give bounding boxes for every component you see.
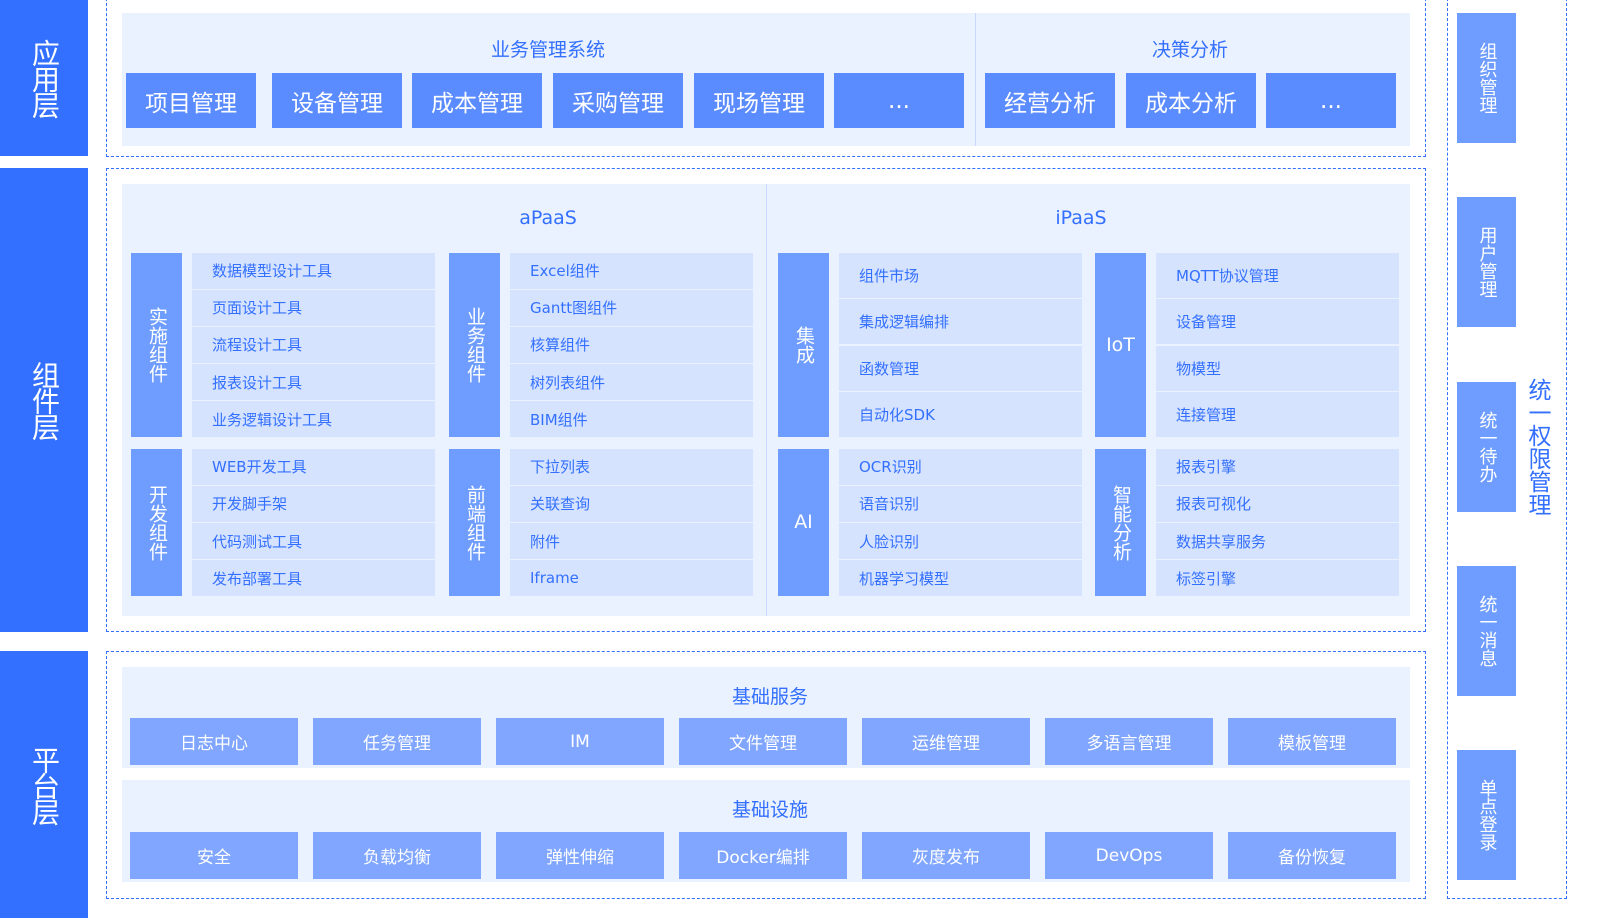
- layer-label-component: 组件层: [0, 168, 88, 632]
- infra-button[interactable]: 安全: [130, 832, 298, 879]
- app-button[interactable]: 经营分析: [985, 73, 1115, 128]
- component-item[interactable]: 核算组件: [510, 327, 753, 363]
- divider: [975, 13, 976, 146]
- group-label: AI: [778, 449, 829, 596]
- component-item[interactable]: 下拉列表: [510, 449, 753, 485]
- service-button[interactable]: IM: [496, 718, 664, 765]
- side-button[interactable]: 统一待办: [1457, 382, 1516, 512]
- group-label: 开发组件: [131, 449, 182, 596]
- services-title: 基础服务: [731, 686, 809, 708]
- group-label: 业务组件: [449, 253, 500, 437]
- layer-label-app: 应用层: [0, 0, 88, 156]
- component-item[interactable]: 组件市场: [839, 253, 1082, 298]
- component-item[interactable]: WEB开发工具: [192, 449, 435, 485]
- side-button[interactable]: 用户管理: [1457, 197, 1516, 327]
- component-item[interactable]: OCR识别: [839, 449, 1082, 485]
- decision-title: 决策分析: [1151, 39, 1229, 61]
- infra-button[interactable]: 备份恢复: [1228, 832, 1396, 879]
- component-item[interactable]: 树列表组件: [510, 364, 753, 400]
- component-item[interactable]: 物模型: [1156, 345, 1399, 391]
- component-item[interactable]: 业务逻辑设计工具: [192, 401, 435, 437]
- app-layer-frame: [106, 0, 1426, 157]
- component-item[interactable]: 附件: [510, 523, 753, 559]
- infra-button[interactable]: 负载均衡: [313, 832, 481, 879]
- component-item[interactable]: 页面设计工具: [192, 290, 435, 326]
- app-button[interactable]: ...: [1266, 73, 1396, 128]
- service-button[interactable]: 日志中心: [130, 718, 298, 765]
- component-item[interactable]: MQTT协议管理: [1156, 253, 1399, 298]
- service-button[interactable]: 文件管理: [679, 718, 847, 765]
- side-button[interactable]: 统一消息: [1457, 566, 1516, 696]
- app-button[interactable]: 采购管理: [553, 73, 683, 128]
- component-item[interactable]: 关联查询: [510, 486, 753, 522]
- component-item[interactable]: 标签引擎: [1156, 560, 1399, 596]
- service-button[interactable]: 任务管理: [313, 718, 481, 765]
- component-item[interactable]: 自动化SDK: [839, 392, 1082, 437]
- app-button[interactable]: 现场管理: [694, 73, 824, 128]
- component-item[interactable]: Gantt图组件: [510, 290, 753, 326]
- component-item[interactable]: 代码测试工具: [192, 523, 435, 559]
- app-button[interactable]: ...: [834, 73, 964, 128]
- component-item[interactable]: 集成逻辑编排: [839, 299, 1082, 345]
- group-label: 实施组件: [131, 253, 182, 437]
- service-button[interactable]: 多语言管理: [1045, 718, 1213, 765]
- component-item[interactable]: 人脸识别: [839, 523, 1082, 559]
- component-item[interactable]: Iframe: [510, 560, 753, 596]
- infra-button[interactable]: 弹性伸缩: [496, 832, 664, 879]
- business-title: 业务管理系统: [490, 39, 606, 61]
- component-item[interactable]: 开发脚手架: [192, 486, 435, 522]
- component-item[interactable]: 报表可视化: [1156, 486, 1399, 522]
- component-item[interactable]: 发布部署工具: [192, 560, 435, 596]
- component-item[interactable]: 报表设计工具: [192, 364, 435, 400]
- component-item[interactable]: 连接管理: [1156, 392, 1399, 437]
- app-button[interactable]: 设备管理: [272, 73, 402, 128]
- divider: [766, 184, 767, 616]
- component-item[interactable]: 流程设计工具: [192, 327, 435, 363]
- component-item[interactable]: 数据共享服务: [1156, 523, 1399, 559]
- component-layer-frame: [106, 168, 1426, 632]
- service-button[interactable]: 运维管理: [862, 718, 1030, 765]
- side-button[interactable]: 单点登录: [1457, 750, 1516, 880]
- app-button[interactable]: 成本分析: [1126, 73, 1256, 128]
- layer-label-platform: 平台层: [0, 651, 88, 918]
- apaas-title: aPaaS: [519, 207, 577, 229]
- app-button[interactable]: 成本管理: [412, 73, 542, 128]
- platform-layer-frame: [106, 651, 1426, 899]
- ipaas-title: iPaaS: [1055, 207, 1107, 229]
- infra-button[interactable]: DevOps: [1045, 832, 1213, 879]
- infra-title: 基础设施: [731, 799, 809, 821]
- group-label: IoT: [1095, 253, 1146, 437]
- component-item[interactable]: 设备管理: [1156, 299, 1399, 345]
- side-title: 统一权限管理: [1524, 378, 1550, 516]
- component-item[interactable]: 数据模型设计工具: [192, 253, 435, 289]
- group-label: 集成: [778, 253, 829, 437]
- component-item[interactable]: 报表引擎: [1156, 449, 1399, 485]
- group-label: 前端组件: [449, 449, 500, 596]
- component-item[interactable]: 语音识别: [839, 486, 1082, 522]
- component-item[interactable]: BIM组件: [510, 401, 753, 437]
- group-label: 智能分析: [1095, 449, 1146, 596]
- component-item[interactable]: 机器学习模型: [839, 560, 1082, 596]
- infra-button[interactable]: 灰度发布: [862, 832, 1030, 879]
- component-item[interactable]: Excel组件: [510, 253, 753, 289]
- service-button[interactable]: 模板管理: [1228, 718, 1396, 765]
- side-frame: [1447, 0, 1567, 899]
- infra-button[interactable]: Docker编排: [679, 832, 847, 879]
- side-button[interactable]: 组织管理: [1457, 13, 1516, 143]
- app-button[interactable]: 项目管理: [126, 73, 256, 128]
- component-item[interactable]: 函数管理: [839, 345, 1082, 391]
